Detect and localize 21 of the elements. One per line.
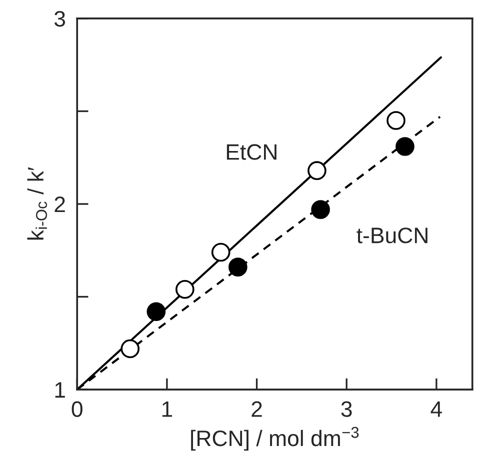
- point: [176, 280, 194, 299]
- y-tick-label: 3: [54, 10, 66, 27]
- point: [211, 242, 230, 262]
- point: [228, 258, 248, 276]
- point: [308, 161, 326, 180]
- point: [311, 200, 330, 219]
- point: [386, 111, 406, 130]
- x-tick-label: 3: [341, 401, 352, 417]
- x-axis-title: [RCN] / mol dm$^{−3}$: [191, 426, 359, 451]
- x-tick-label: 1: [162, 401, 172, 417]
- point: [396, 137, 414, 156]
- series-label: t-BuCN: [356, 228, 428, 244]
- series-label: EtCN: [226, 144, 276, 160]
- x-tick-label: 2: [252, 401, 262, 417]
- x-tick-label: 0: [72, 401, 82, 417]
- y-tick-label: 2: [54, 196, 65, 212]
- point: [146, 302, 166, 322]
- point: [120, 339, 140, 358]
- y-axis-title: k$_{i-Oc}$ / k′: [27, 167, 48, 240]
- y-tick-label: 1: [55, 382, 65, 398]
- x-tick-label: 4: [430, 401, 442, 417]
